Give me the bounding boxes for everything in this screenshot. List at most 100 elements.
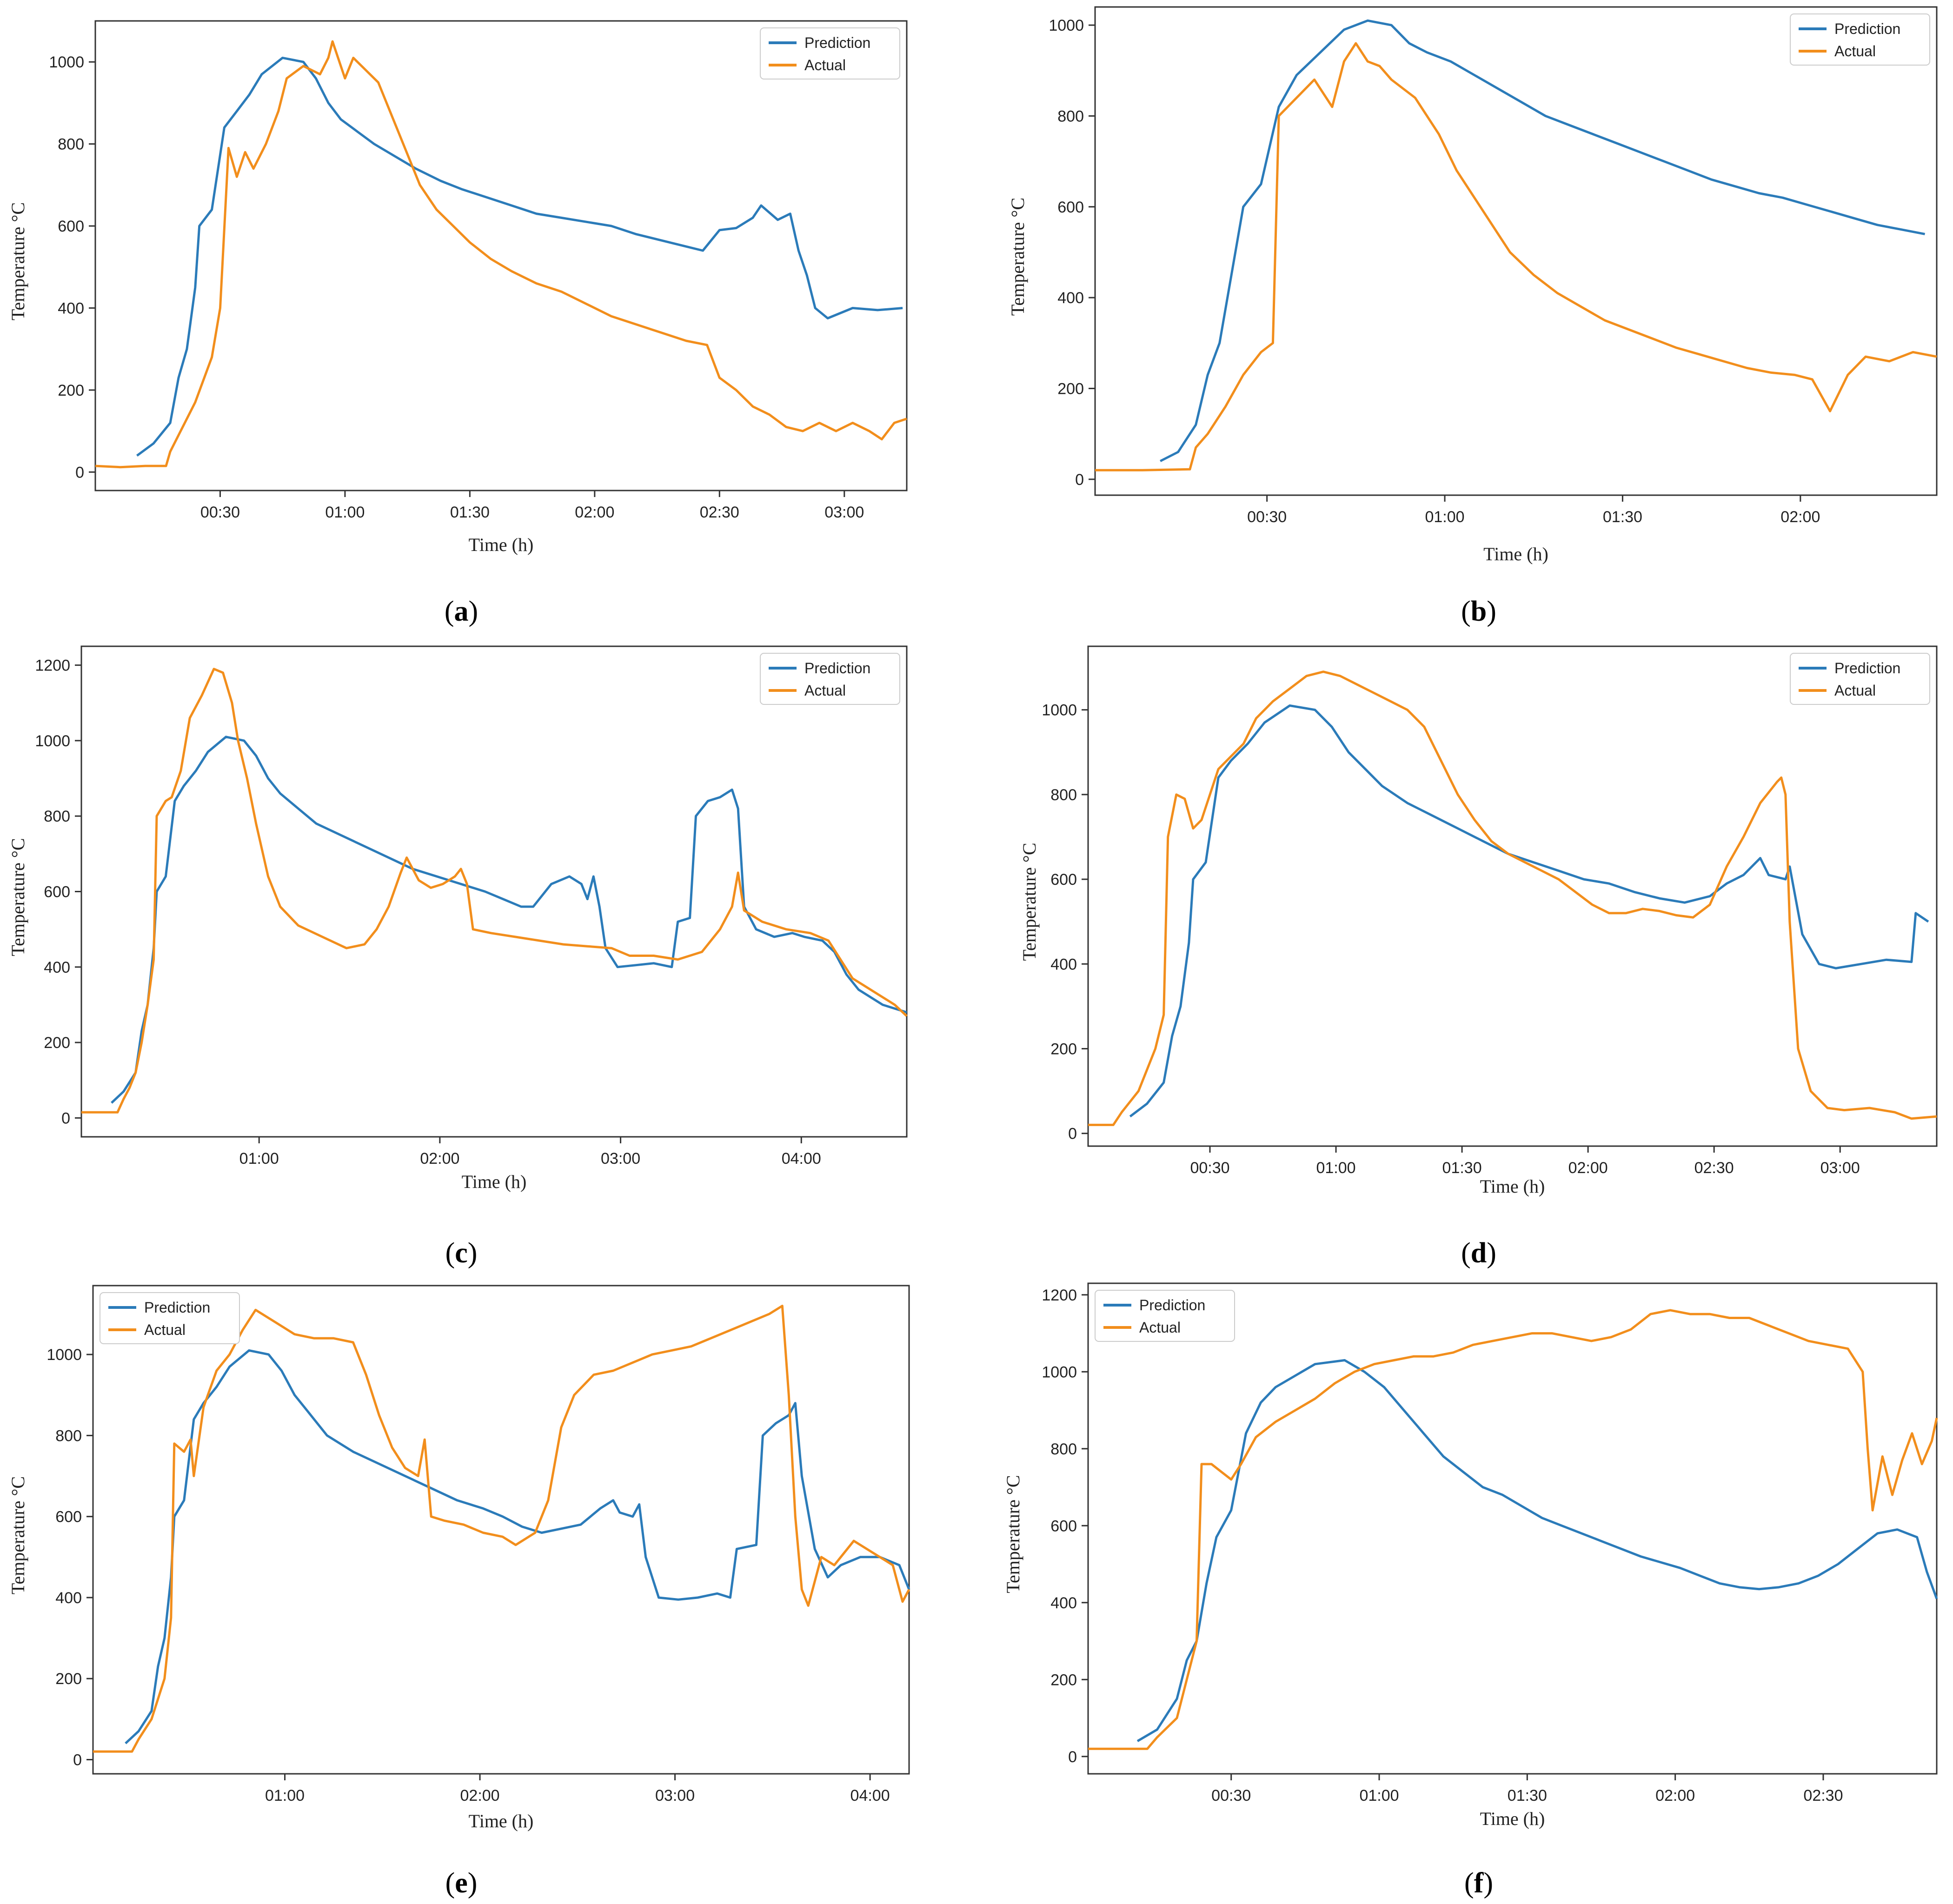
- plot-frame: [1087, 1282, 1938, 1775]
- plot-frame: [1094, 6, 1938, 496]
- y-tick-label: 600: [1057, 199, 1084, 216]
- y-tick-label: 1200: [35, 657, 70, 675]
- panel-caption: (b): [1461, 596, 1496, 627]
- y-tick-label: 0: [1068, 1748, 1077, 1766]
- series-line-actual: [95, 40, 907, 469]
- x-tick-label: 03:00: [1820, 1159, 1860, 1177]
- y-tick-label: 1000: [49, 53, 84, 71]
- series-line-actual: [1095, 42, 1937, 471]
- y-tick-label: 1000: [35, 732, 70, 750]
- series-line-prediction: [136, 56, 903, 457]
- y-axis-label: Temperature °C: [7, 202, 28, 320]
- x-tick-label: 01:00: [239, 1150, 279, 1168]
- y-tick-label: 800: [1057, 107, 1084, 125]
- y-tick-label: 600: [1050, 1517, 1077, 1535]
- x-tick-label: 00:30: [1211, 1787, 1251, 1804]
- chart-panel-a: 0 200 400 600 800 1000 00:30 01:00 01:30 02:00 02:…: [7, 20, 908, 627]
- x-tick-label: 00:30: [1247, 508, 1287, 526]
- x-axis-label: Time (h): [1483, 544, 1548, 564]
- chart-panel-c: 0 200 400 600 800 1000 1200 01:00 02:00 03:00 04:0…: [7, 645, 908, 1269]
- x-tick-label: 01:00: [325, 504, 365, 521]
- y-tick-label: 1000: [1042, 1363, 1077, 1381]
- x-tick-label: 02:00: [1780, 508, 1820, 526]
- y-tick-label: 600: [55, 1508, 82, 1526]
- y-tick-label: 0: [75, 464, 84, 481]
- legend-label-actual: Actual: [144, 1321, 186, 1338]
- y-tick-label: 800: [44, 808, 70, 825]
- legend-label-prediction: Prediction: [144, 1299, 210, 1316]
- legend-label-actual: Actual: [1834, 682, 1876, 699]
- y-tick-label: 600: [1050, 871, 1077, 889]
- y-tick-label: 200: [1057, 380, 1084, 398]
- legend-label-prediction: Prediction: [1834, 660, 1900, 677]
- x-tick-label: 01:00: [265, 1787, 305, 1804]
- x-tick-label: 02:00: [460, 1787, 500, 1804]
- y-axis-label: Temperature °C: [7, 838, 28, 956]
- y-tick-label: 800: [55, 1427, 82, 1445]
- x-tick-label: 04:00: [782, 1150, 821, 1168]
- legend-label-prediction: Prediction: [804, 660, 870, 677]
- x-tick-label: 04:00: [850, 1787, 890, 1804]
- x-tick-label: 02:00: [575, 504, 614, 521]
- y-axis-label: Temperature °C: [1007, 198, 1028, 316]
- y-tick-label: 400: [1057, 289, 1084, 307]
- y-tick-label: 400: [1050, 955, 1077, 973]
- y-tick-label: 200: [1050, 1040, 1077, 1058]
- y-tick-label: 0: [1075, 471, 1084, 489]
- panel-caption: (e): [445, 1867, 478, 1899]
- legend-label-prediction: Prediction: [1834, 20, 1900, 37]
- y-tick-label: 1000: [46, 1346, 82, 1364]
- x-axis-label: Time (h): [1480, 1176, 1545, 1197]
- x-tick-label: 01:30: [1508, 1787, 1547, 1804]
- y-tick-label: 400: [55, 1589, 82, 1607]
- y-tick-label: 800: [1050, 1440, 1077, 1458]
- y-tick-label: 0: [61, 1109, 70, 1127]
- series-line-actual: [81, 668, 908, 1114]
- x-tick-label: 01:00: [1359, 1787, 1399, 1804]
- series-line-prediction: [1136, 1359, 1938, 1742]
- panel-caption: (c): [445, 1237, 478, 1269]
- y-tick-label: 400: [1050, 1594, 1077, 1612]
- x-tick-label: 02:30: [700, 504, 739, 521]
- x-tick-label: 03:00: [601, 1150, 640, 1168]
- x-tick-label: 02:00: [1655, 1787, 1695, 1804]
- y-tick-label: 200: [44, 1034, 70, 1052]
- plot-frame: [1087, 645, 1938, 1147]
- plot-frame: [80, 645, 908, 1138]
- y-axis-label: Temperature °C: [1019, 843, 1040, 961]
- series-line-prediction: [1160, 19, 1925, 462]
- x-tick-label: 01:30: [1603, 508, 1642, 526]
- y-tick-label: 200: [58, 382, 84, 399]
- x-tick-label: 02:00: [420, 1150, 459, 1168]
- y-tick-label: 800: [58, 136, 84, 153]
- y-axis-label: Temperature °C: [7, 1476, 28, 1594]
- legend-label-actual: Actual: [1834, 43, 1876, 60]
- panel-caption: (f): [1464, 1867, 1493, 1899]
- x-tick-label: 00:30: [200, 504, 240, 521]
- y-tick-label: 200: [1050, 1671, 1077, 1689]
- chart-panel-f: 0 200 400 600 800 1000 1200 00:30 01:00 01:30 02:0…: [1003, 1282, 1938, 1899]
- x-tick-label: 01:30: [450, 504, 490, 521]
- x-axis-label: Time (h): [469, 1811, 534, 1831]
- chart-panel-e: 0 200 400 600 800 1000 01:00 02:00 03:00 04:00 Tim…: [7, 1285, 910, 1899]
- chart-panel-d: 0 200 400 600 800 1000 00:30 01:00 01:30 02:00 02:…: [1019, 645, 1938, 1269]
- y-tick-label: 400: [58, 299, 84, 317]
- x-tick-label: 00:30: [1190, 1159, 1229, 1177]
- y-tick-label: 0: [1068, 1125, 1077, 1143]
- series-line-actual: [93, 1305, 910, 1753]
- x-tick-label: 02:00: [1568, 1159, 1608, 1177]
- y-tick-label: 800: [1050, 786, 1077, 804]
- plot-frame: [94, 20, 908, 491]
- x-axis-label: Time (h): [469, 534, 534, 555]
- y-tick-label: 1000: [1049, 17, 1084, 34]
- x-tick-label: 01:00: [1316, 1159, 1355, 1177]
- legend-label-actual: Actual: [1139, 1319, 1181, 1336]
- panel-caption: (d): [1461, 1237, 1496, 1269]
- y-tick-label: 600: [58, 218, 84, 235]
- chart-panel-b: 0 200 400 600 800 1000 00:30 01:00 01:30 02:00 Tim…: [1007, 6, 1938, 627]
- y-tick-label: 600: [44, 883, 70, 901]
- x-tick-label: 01:30: [1442, 1159, 1482, 1177]
- x-tick-label: 03:00: [824, 504, 864, 521]
- y-tick-label: 200: [55, 1670, 82, 1688]
